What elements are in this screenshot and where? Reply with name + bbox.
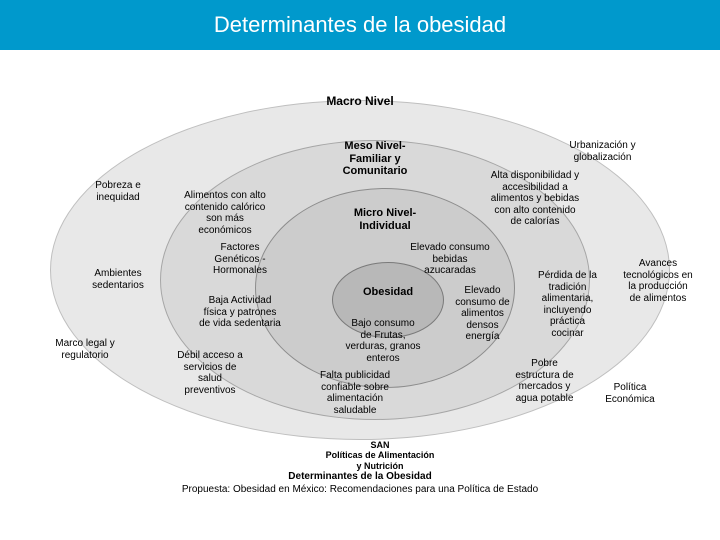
label-ambientes: Ambientessedentarios — [78, 268, 158, 291]
label-alta: Alta disponibilidad yaccesibilidad aalim… — [470, 170, 600, 228]
label-elevado-densos: Elevadoconsumo dealimentosdensosenergía — [440, 285, 525, 343]
label-avances: Avancestecnológicos enla producciónde al… — [608, 258, 708, 304]
label-urbanizacion: Urbanización yglobalización — [555, 140, 650, 163]
label-meso-nivel: Meso Nivel-Familiar yComunitario — [320, 140, 430, 178]
label-micro-nivel: Micro Nivel-Individual — [335, 207, 435, 232]
label-debil: Débil acceso aservicios desaludpreventiv… — [160, 350, 260, 396]
label-marco: Marco legal yregulatorio — [40, 338, 130, 361]
label-alimentos: Alimentos con altocontenido calóricoson … — [170, 190, 280, 236]
caption: Determinantes de la Obesidad Propuesta: … — [0, 470, 720, 496]
page-title: Determinantes de la obesidad — [214, 12, 506, 38]
label-perdida: Pérdida de latradiciónalimentaria,incluy… — [520, 270, 615, 339]
label-bajo-frutas: Bajo consumode Frutas,verduras, granosen… — [328, 318, 438, 364]
label-pobreza: Pobreza einequidad — [78, 180, 158, 203]
label-politica: PolíticaEconómica — [590, 382, 670, 405]
caption-line1: Determinantes de la Obesidad — [0, 470, 720, 483]
label-baja: Baja Actividadfísica y patronesde vida s… — [185, 295, 295, 330]
label-obesidad: Obesidad — [348, 286, 428, 299]
diagram-canvas: Macro Nivel Meso Nivel-Familiar yComunit… — [0, 50, 720, 470]
label-elevado-bebidas: Elevado consumobebidasazucaradas — [395, 242, 505, 277]
title-bar: Determinantes de la obesidad — [0, 0, 720, 50]
label-macro-nivel: Macro Nivel — [300, 95, 420, 109]
label-san: SANPolíticas de Alimentacióny Nutrición — [300, 440, 460, 471]
label-pobre: Pobreestructura demercados yagua potable — [497, 358, 592, 404]
label-falta: Falta publicidadconfiable sobrealimentac… — [300, 370, 410, 416]
caption-line2: Propuesta: Obesidad en México: Recomenda… — [0, 483, 720, 496]
label-factores: FactoresGenéticos -Hormonales — [195, 242, 285, 277]
